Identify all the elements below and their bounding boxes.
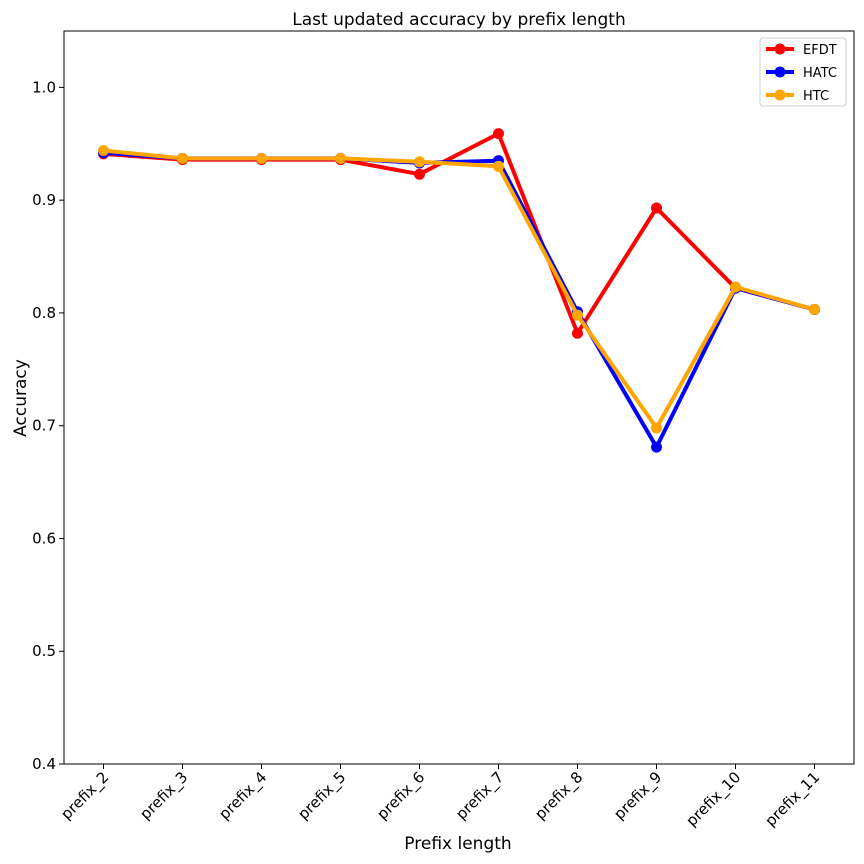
y-tick-label: 0.8: [32, 304, 56, 322]
plot-area: [63, 30, 855, 765]
y-tick-label: 0.4: [32, 755, 56, 773]
legend-swatch-marker: [774, 89, 786, 101]
x-tick-label: prefix_3: [136, 768, 192, 824]
data-point-efdt: [572, 327, 583, 339]
legend-swatch-marker: [774, 66, 786, 78]
x-tick-label: prefix_9: [610, 768, 666, 824]
data-point-efdt: [493, 128, 504, 140]
data-point-htc: [335, 152, 346, 164]
x-tick-label: prefix_5: [294, 768, 350, 824]
y-tick-label: 0.6: [32, 529, 56, 547]
y-axis-label: Accuracy: [11, 359, 31, 437]
x-tick-label: prefix_11: [761, 768, 824, 831]
x-tick-label: prefix_4: [215, 768, 271, 824]
data-point-htc: [730, 281, 741, 293]
x-tick-label: prefix_10: [682, 768, 745, 831]
y-axis: 0.4 0.5 0.6 0.7 0.8 0.9 1.0: [32, 78, 64, 773]
legend-box: [759, 37, 847, 107]
x-axis: prefix_2 prefix_3 prefix_4 prefix_5 prefix_6…: [57, 764, 824, 831]
legend-label: EFDT: [803, 43, 837, 58]
series-line-htc: [103, 148, 816, 430]
y-tick-label: 1.0: [32, 78, 56, 96]
legend-entry-hatc: HATC: [766, 66, 837, 81]
legend-entry-htc: HTC: [766, 89, 829, 104]
y-tick-label: 0.9: [32, 191, 56, 209]
series-layer: [98, 128, 820, 453]
data-point-efdt: [414, 168, 425, 180]
x-tick-label: prefix_8: [531, 768, 587, 824]
data-point-htc: [414, 156, 425, 168]
chart-title: Last updated accuracy by prefix length: [292, 10, 626, 30]
x-tick-label: prefix_6: [373, 768, 429, 824]
data-point-hatc: [651, 441, 662, 453]
x-axis-label: Prefix length: [404, 834, 511, 854]
y-tick-label: 0.5: [32, 642, 56, 660]
series-hatc: [98, 147, 820, 453]
data-point-htc: [98, 145, 109, 157]
legend-swatch-marker: [774, 43, 786, 55]
legend: EFDT HATC HTC: [759, 37, 847, 107]
data-point-htc: [256, 152, 267, 164]
data-point-htc: [177, 152, 188, 164]
legend-entry-efdt: EFDT: [766, 43, 837, 58]
series-htc: [98, 145, 820, 434]
data-point-htc: [809, 304, 820, 316]
y-tick-label: 0.7: [32, 417, 56, 435]
legend-label: HATC: [803, 66, 837, 81]
x-tick-label: prefix_2: [57, 768, 113, 824]
series-line-hatc: [103, 150, 816, 450]
data-point-htc: [493, 160, 504, 172]
data-point-htc: [572, 309, 583, 321]
data-point-htc: [651, 422, 662, 434]
data-point-efdt: [651, 202, 662, 214]
x-tick-label: prefix_7: [452, 768, 508, 824]
plot-frame: [63, 30, 855, 765]
legend-label: HTC: [803, 89, 829, 104]
